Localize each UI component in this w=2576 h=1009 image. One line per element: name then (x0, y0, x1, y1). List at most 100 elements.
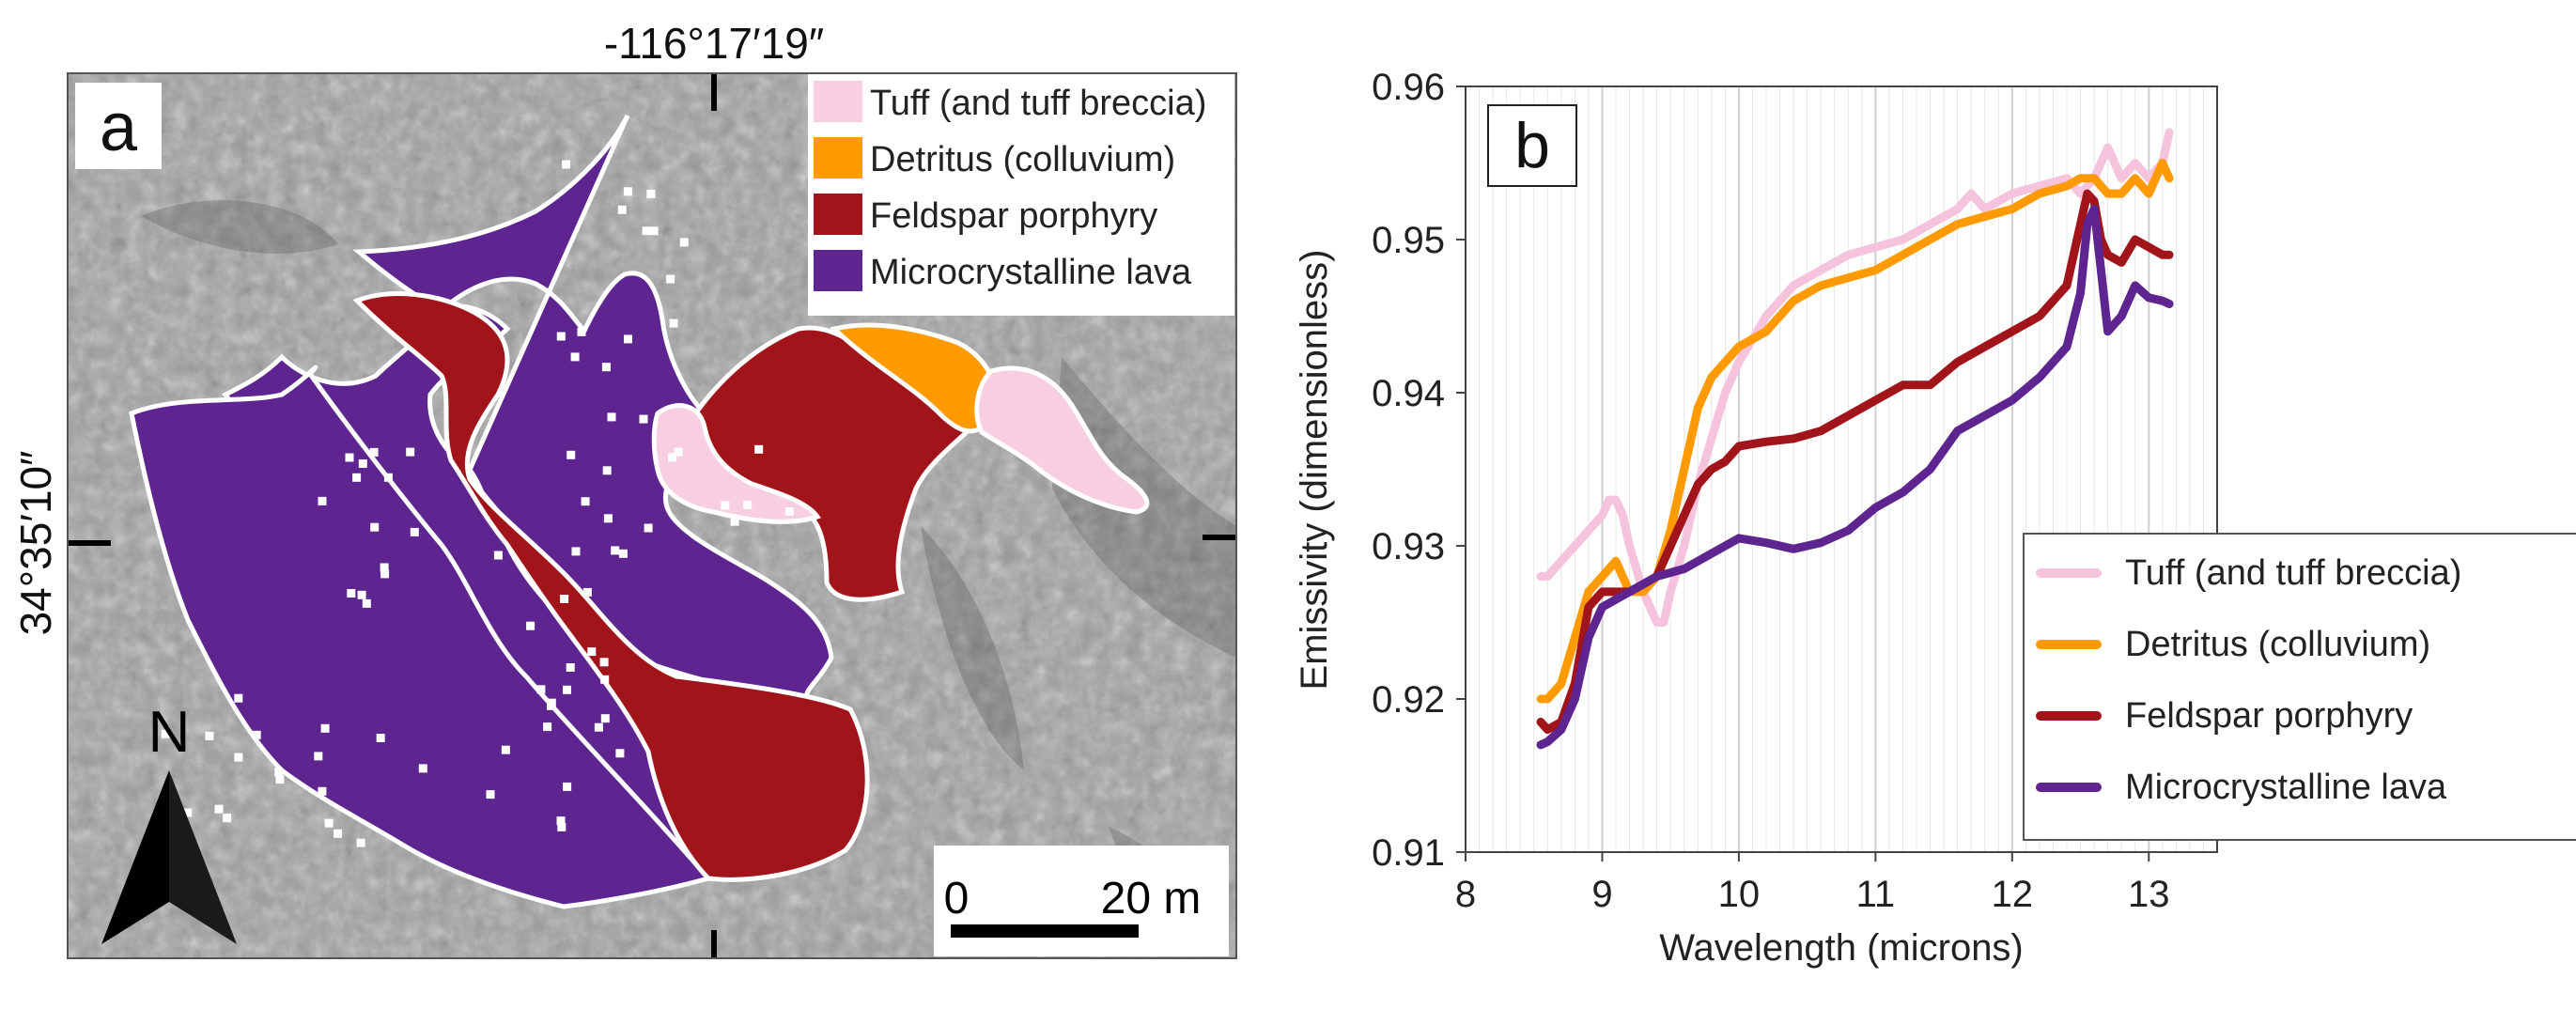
longitude-label: -116°17′19″ (604, 19, 824, 68)
geologic-map-panel: a Tuff (and tuff breccia) Detritus (coll… (67, 72, 1237, 959)
x-tick-label: 12 (1992, 874, 2034, 915)
x-tick-label: 11 (1856, 874, 1896, 915)
y-tick-label: 0.92 (1372, 679, 1445, 721)
north-arrow-right-half (169, 770, 237, 944)
sample-point (274, 768, 284, 777)
scale-bar: 0 20 m (934, 846, 1229, 956)
sample-point (501, 745, 510, 754)
x-axis-label: Wavelength (microns) (1659, 927, 2024, 969)
scale-bar-start: 0 (944, 874, 970, 924)
sample-point (607, 412, 616, 422)
y-tick-label: 0.93 (1372, 526, 1445, 567)
sample-point (320, 723, 330, 733)
chart-legend-label: Feldspar porphyry (2125, 696, 2413, 736)
chart-axes: 8 9 10 11 12 13 0.91 0.92 0.93 0.94 0.95 0.96 (1372, 67, 2169, 915)
chart-series (1536, 128, 2174, 750)
sample-point (557, 822, 566, 831)
sample-point (347, 589, 356, 598)
sample-point (376, 734, 385, 742)
map-legend-box (808, 73, 1234, 316)
sample-point (679, 238, 689, 247)
sample-point (214, 804, 224, 814)
sample-point (234, 693, 243, 703)
sample-point (223, 814, 232, 823)
map-legend: Tuff (and tuff breccia) Detritus (colluv… (808, 73, 1234, 316)
sample-point (543, 722, 552, 732)
sample-point (352, 473, 362, 482)
sample-point (754, 444, 764, 454)
sample-point (577, 327, 586, 336)
chart-legend-label: Tuff (and tuff breccia) (2125, 553, 2461, 593)
legend-label-lava: Microcrystalline lava (870, 253, 1192, 292)
sample-point (252, 730, 261, 739)
x-tick-label: 13 (2128, 874, 2170, 915)
sample-point (566, 450, 576, 459)
series-line-0 (1536, 128, 2174, 627)
sample-point (617, 205, 627, 214)
north-arrow-label: N (148, 700, 191, 765)
panel-a-label-box (75, 83, 162, 169)
sample-point (334, 829, 342, 838)
sample-point (418, 764, 427, 773)
sample-point (566, 663, 575, 672)
legend-swatch-tuff (814, 81, 862, 122)
sample-point (618, 549, 628, 558)
tuff-unit-east[interactable] (974, 365, 1150, 515)
sample-point (599, 658, 609, 667)
sample-point (603, 514, 613, 523)
north-arrow-left-half (101, 770, 169, 944)
sample-point (602, 466, 612, 475)
sample-point (594, 722, 603, 732)
y-tick-label: 0.95 (1372, 220, 1445, 261)
chart-legend-label: Detritus (colluvium) (2125, 625, 2430, 664)
sample-point (380, 563, 389, 572)
sample-point (380, 569, 390, 579)
sample-point (642, 226, 651, 236)
sample-point (369, 447, 379, 457)
scale-bar-end: 20 m (1101, 874, 1202, 924)
latitude-label: 34°35′10″ (11, 451, 60, 636)
sample-point (571, 547, 581, 556)
sample-point (582, 587, 592, 597)
sample-point (668, 453, 676, 462)
sample-point (615, 749, 625, 758)
sample-point (674, 447, 683, 457)
sample-point (601, 363, 611, 372)
sample-point (556, 816, 566, 826)
sample-points (161, 160, 794, 847)
chart-legend: Tuff (and tuff breccia) Detritus (colluvi… (2023, 533, 2576, 841)
panel-a-label: a (100, 90, 138, 165)
sample-point (784, 507, 794, 516)
sample-point (624, 334, 632, 344)
sample-point (623, 187, 632, 196)
sample-point (383, 473, 393, 482)
tuff-unit-west[interactable] (651, 403, 821, 524)
sample-point (234, 753, 243, 762)
chart-legend-box (2023, 533, 2576, 841)
sample-point (318, 496, 327, 505)
y-tick-label: 0.94 (1372, 373, 1445, 414)
sample-point (644, 523, 653, 533)
sample-point (611, 546, 620, 555)
feldspar-porphyry-band[interactable] (352, 291, 870, 882)
sample-point (581, 497, 590, 506)
series-line-3 (1536, 204, 2174, 750)
sample-point (493, 551, 503, 560)
sample-point (560, 595, 569, 603)
legend-label-detritus: Detritus (colluvium) (870, 140, 1175, 179)
sample-point (563, 782, 572, 791)
sample-point (183, 808, 193, 817)
sample-point (275, 775, 285, 784)
sample-point (357, 590, 366, 599)
sample-point (730, 517, 739, 526)
legend-label-porphyry: Feldspar porphyry (870, 196, 1157, 236)
sample-point (406, 447, 415, 457)
x-tick-label: 8 (1455, 874, 1476, 915)
panel-b-label: b (1514, 110, 1550, 181)
sample-point (556, 332, 566, 341)
scale-bar-box (934, 846, 1229, 956)
map-frame (67, 72, 1237, 959)
sample-point (362, 598, 371, 608)
sample-point (324, 818, 334, 828)
